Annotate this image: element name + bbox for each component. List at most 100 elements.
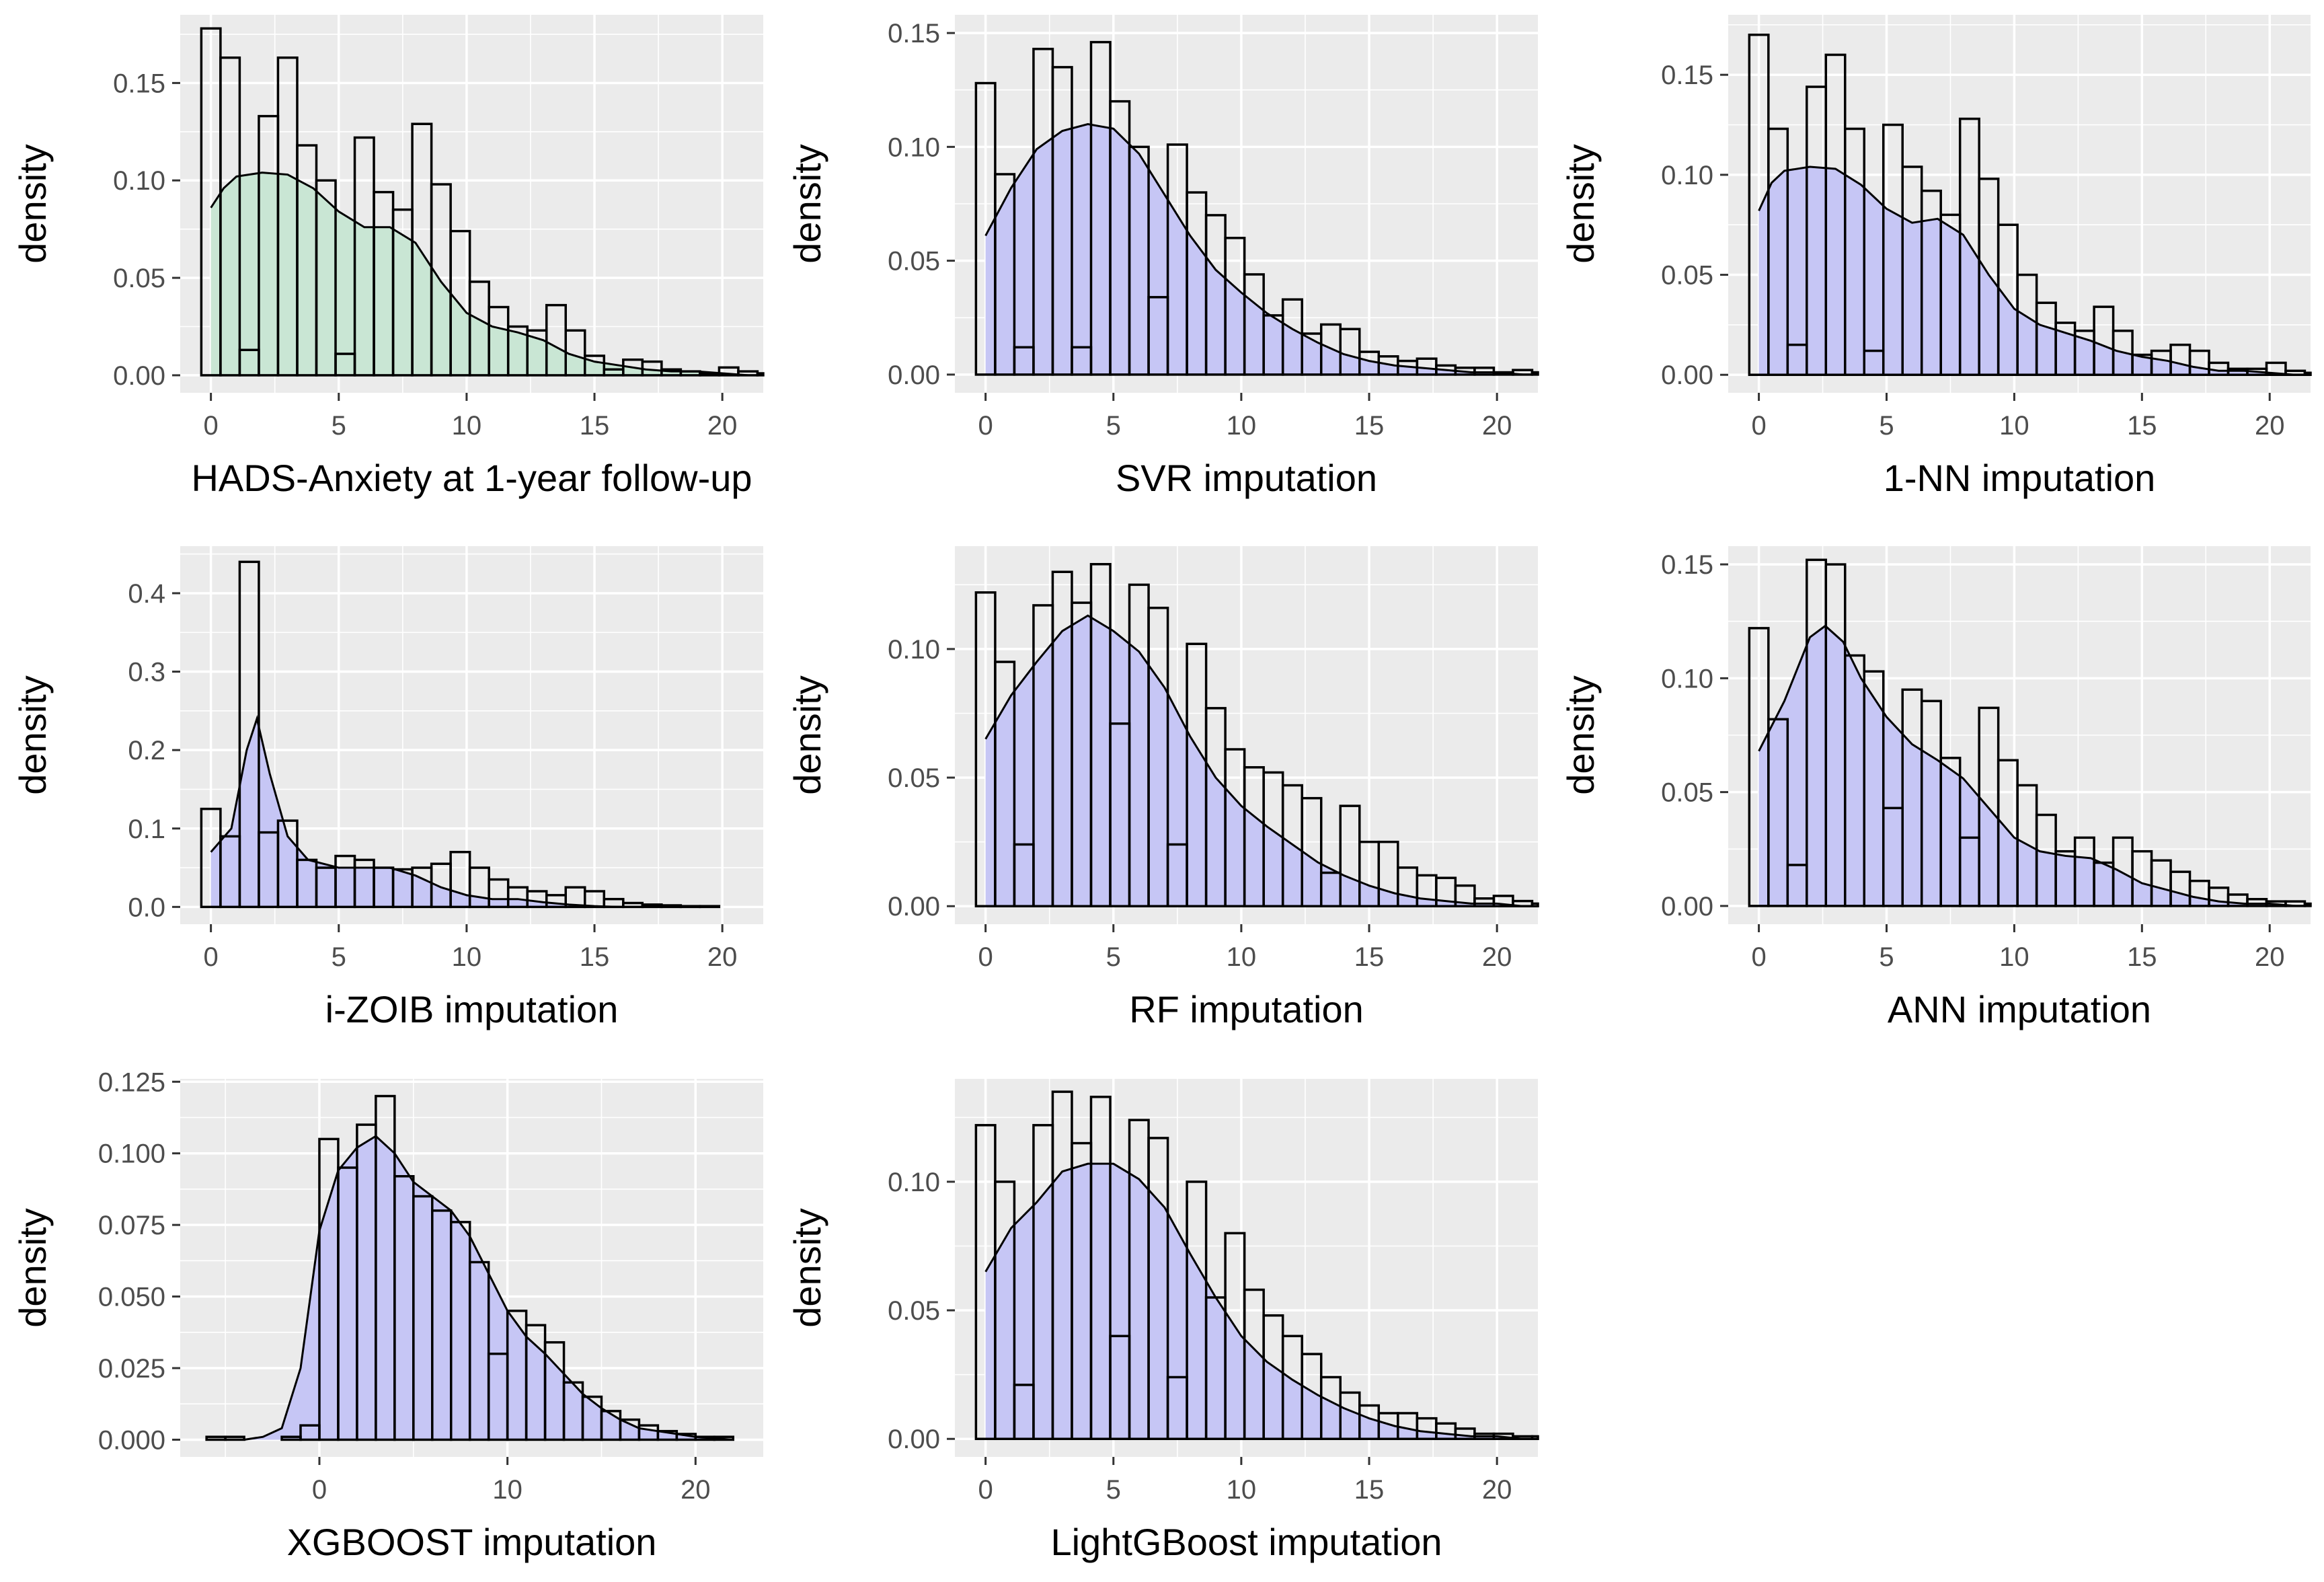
x-tick-label: 0 [1751, 942, 1766, 972]
x-axis-title: LightGBoost imputation [1050, 1521, 1442, 1563]
x-tick-label: 10 [492, 1475, 522, 1505]
histogram-bar [1748, 33, 1770, 376]
histogram-bar [375, 1094, 396, 1441]
histogram-bar [1204, 1296, 1227, 1440]
histogram-bar [619, 1418, 641, 1441]
histogram-bar [487, 1352, 509, 1441]
histogram-bar [1416, 357, 1438, 376]
histogram-bar [1339, 328, 1361, 376]
y-tick-label: 0.00 [1661, 892, 1713, 921]
y-tick-label: 0.00 [113, 361, 165, 391]
y-tick-label: 0.05 [1661, 261, 1713, 291]
histogram-bar [1767, 127, 1789, 376]
histogram-bar [200, 807, 222, 909]
histogram-bar [411, 866, 433, 909]
histogram-bar [1128, 1119, 1150, 1440]
density-area [985, 1164, 1523, 1439]
histogram-bar [1358, 1404, 1381, 1440]
histogram-bar [1051, 66, 1073, 376]
histogram-bar [584, 354, 606, 377]
y-tick-label: 0.10 [1661, 161, 1713, 190]
panel-6: 0 5 10 15 20 0.00 0.05 0.10 0.15 ANN imputation de… [1559, 546, 2312, 1030]
histogram-bar [315, 179, 337, 377]
histogram-bar [1806, 85, 1828, 376]
y-axis-title: density [786, 144, 828, 263]
panel-7: 0 10 20 0.000 0.025 0.050 0.075 0.100 0.125 XGBOO… [11, 1067, 763, 1563]
histogram-bar [373, 190, 395, 377]
x-tick-label: 15 [580, 411, 610, 441]
histogram-bar [545, 303, 567, 377]
histogram-bar [1416, 874, 1438, 907]
histogram-bar [1166, 1376, 1188, 1440]
histogram-bar [412, 1195, 434, 1441]
histogram-bar [334, 854, 356, 909]
histogram-bar [299, 1424, 321, 1441]
x-tick-label: 5 [1106, 942, 1121, 972]
density-curve [1758, 165, 2296, 376]
y-tick-label: 0.05 [888, 763, 940, 793]
x-tick-label: 0 [204, 942, 219, 972]
panel-4: 0 5 10 15 20 0.0 0.1 0.2 0.3 0.4 i-ZOIB imputation… [11, 546, 763, 1030]
histogram-bar [430, 183, 452, 377]
histogram-bar [1089, 40, 1112, 376]
histogram-bar [526, 890, 548, 909]
histogram-bar [1071, 601, 1093, 907]
histogram-bar [356, 1123, 377, 1441]
y-axis-title: density [1559, 675, 1602, 794]
histogram-bar [1013, 1384, 1035, 1440]
histogram-bar [1281, 298, 1303, 376]
histogram-bar [449, 229, 471, 377]
x-tick-label: 10 [452, 411, 482, 441]
histogram-bar [449, 850, 471, 909]
x-tick-label: 5 [332, 411, 346, 441]
y-tick-label: 0.1 [128, 815, 165, 844]
y-tick-label: 0.0 [128, 893, 165, 922]
histogram-bar [1958, 836, 1980, 907]
histogram-bar [1397, 866, 1419, 907]
histogram-bar [296, 144, 318, 377]
histogram-bar [1454, 1427, 1476, 1440]
x-tick-label: 20 [707, 942, 738, 972]
panel-3: 0 5 10 15 20 0.00 0.05 0.10 0.15 1-NN imputation d… [1559, 15, 2312, 499]
histogram-bar [1939, 213, 1962, 376]
histogram-bar [1435, 1422, 1457, 1440]
y-tick-label: 0.025 [98, 1354, 165, 1384]
histogram-bar [1262, 314, 1284, 376]
histogram-bar [238, 560, 260, 909]
histogram-bar [1901, 165, 1923, 376]
x-tick-label: 15 [2127, 942, 2157, 972]
histogram-bar [1319, 323, 1342, 376]
y-tick-label: 0.000 [98, 1425, 165, 1455]
histogram-bar [1844, 127, 1866, 376]
x-tick-label: 5 [332, 942, 346, 972]
histogram-bar [1397, 1412, 1419, 1440]
x-axis-title: RF imputation [1129, 988, 1364, 1030]
x-tick-label: 20 [681, 1475, 711, 1505]
y-axis-title: density [786, 1208, 828, 1327]
x-tick-label: 10 [1227, 1475, 1257, 1505]
histogram-bar [1224, 237, 1246, 376]
histogram-bar [1901, 688, 1923, 907]
histogram-bar [994, 173, 1016, 376]
x-axis-title: i-ZOIB imputation [325, 988, 619, 1030]
y-axis-title: density [786, 675, 828, 794]
density-area [985, 124, 1523, 375]
histogram-bar [1939, 757, 1962, 907]
panel-1: 0 5 10 15 20 0.00 0.05 0.10 0.15 HADS-Anxiety at … [11, 15, 765, 499]
x-tick-label: 15 [1354, 411, 1385, 441]
y-tick-label: 0.125 [98, 1067, 165, 1097]
histogram-bar [219, 56, 241, 377]
y-tick-label: 0.05 [1661, 778, 1713, 808]
x-tick-label: 15 [2127, 411, 2157, 441]
x-tick-label: 10 [452, 942, 482, 972]
histogram-bar [545, 894, 567, 909]
histogram-bar [1166, 843, 1188, 907]
histogram-bar [1071, 346, 1093, 376]
histogram-bar [373, 866, 395, 909]
histogram-bar [2093, 305, 2115, 376]
x-axis-title: SVR imputation [1116, 457, 1377, 499]
histogram-bar [468, 866, 490, 909]
density-curve [984, 614, 1523, 907]
histogram-bar [1186, 642, 1208, 907]
histogram-bar [2054, 850, 2077, 907]
